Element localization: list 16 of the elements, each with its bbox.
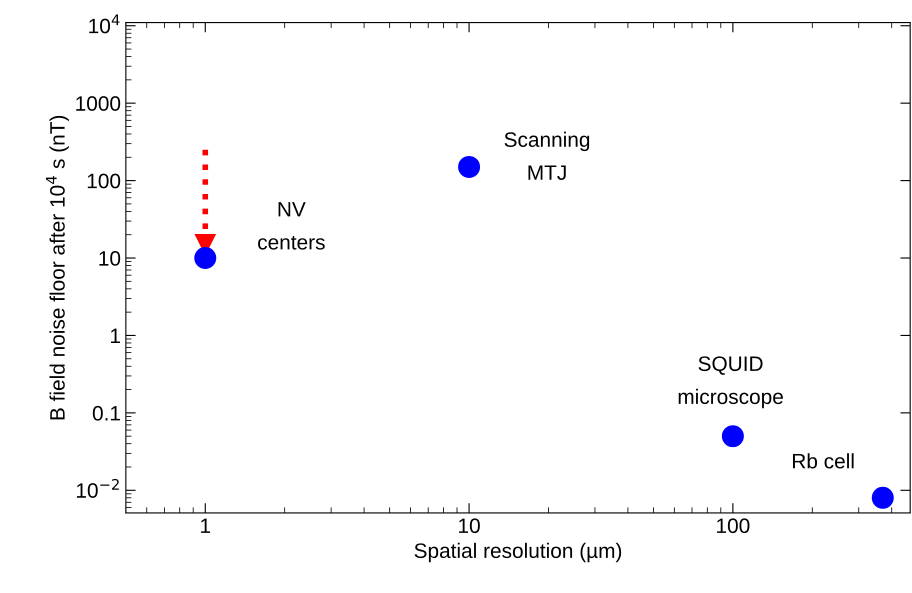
y-tick-label: 10$^{4}$ <box>89 14 120 34</box>
x-tick-label: 10 <box>459 518 480 534</box>
x-tick-label: 100 <box>717 518 750 534</box>
annotation: Rb cell <box>792 453 854 469</box>
x-tick-label: 1 <box>201 518 210 533</box>
x-axis-title: Spatial resolution (µm) <box>414 542 622 562</box>
y-tick-label: 10 <box>99 251 120 266</box>
y-tick-label: 100 <box>88 174 120 188</box>
annotation: SQUID microscope <box>678 356 783 408</box>
y-axis-title: B field noise floor after 10$^{4}$ s (nT) <box>46 116 69 420</box>
y-tick-label: 0.1 <box>92 406 120 421</box>
y-tick-label: 1000 <box>76 96 120 111</box>
annotation: NV centers <box>258 202 325 250</box>
annotation: Scanning MTJ <box>504 132 590 180</box>
y-tick-label: 1 <box>111 328 120 343</box>
y-tick-label: 10$^{−2}$ <box>76 478 119 498</box>
